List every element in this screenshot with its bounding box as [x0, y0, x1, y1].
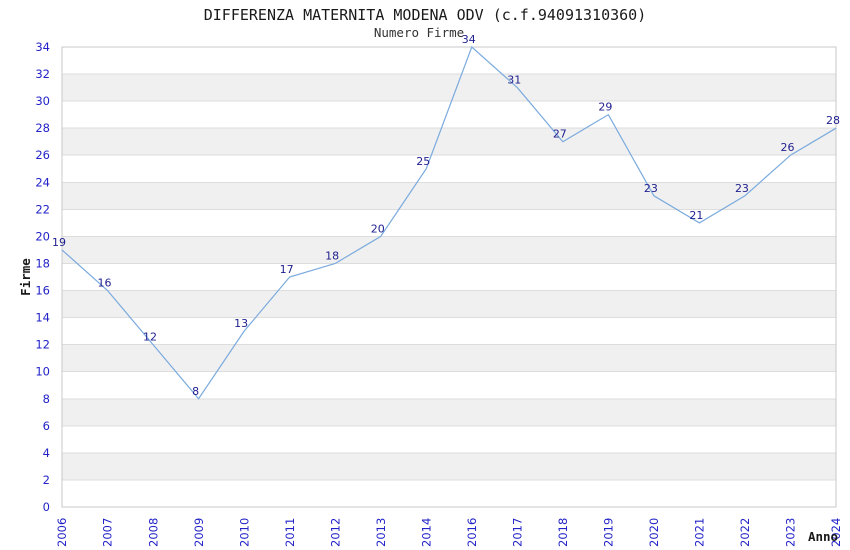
y-tick-label: 18: [35, 256, 50, 270]
stripe-band: [62, 155, 836, 183]
x-tick-label: 2016: [465, 518, 479, 547]
stripe-band: [62, 452, 836, 480]
data-point-label: 27: [553, 128, 567, 141]
data-labels: 19 16 12 8 13 17 18 20 25 34 31 27 29 23 21 23 26 28: [52, 33, 840, 398]
stripe-band: [62, 317, 836, 345]
data-point-label: 17: [280, 263, 294, 276]
y-tick-label: 34: [35, 40, 50, 54]
data-point-label: 23: [735, 182, 749, 195]
y-tick-label: 8: [43, 392, 50, 406]
x-tick-label: 2011: [283, 518, 297, 547]
x-tick-label: 2009: [192, 518, 206, 547]
y-tick-label: 22: [35, 202, 50, 216]
y-tick-label: 28: [35, 121, 50, 135]
stripe-band: [62, 344, 836, 372]
y-tick-label: 30: [35, 94, 50, 108]
stripe-band: [62, 209, 836, 237]
plot-stripes: [62, 47, 836, 507]
data-point-label: 8: [192, 385, 199, 398]
x-tick-labels: 2006 2007 2008 2009 2010 2011 2012 2013 2014 2016…: [55, 518, 843, 547]
data-point-label: 26: [780, 141, 794, 154]
x-tick-label: 2021: [693, 518, 707, 547]
data-point-label: 18: [325, 249, 339, 262]
y-tick-label: 24: [35, 175, 50, 189]
x-tick-label: 2024: [829, 518, 843, 547]
data-series: [61, 45, 837, 400]
y-tick-label: 4: [43, 446, 50, 460]
x-tick-label: 2020: [647, 518, 661, 547]
y-tick-label: 12: [35, 338, 50, 352]
data-point-label: 34: [462, 33, 476, 46]
data-point-label: 12: [143, 331, 157, 344]
data-point-label: 19: [52, 236, 66, 249]
stripe-band: [62, 398, 836, 426]
y-tick-label: 6: [43, 419, 50, 433]
data-point-label: 20: [371, 222, 385, 235]
stripe-band: [62, 47, 836, 75]
data-point-label: 23: [644, 182, 658, 195]
x-tick-label: 2010: [237, 518, 251, 547]
chart-title: DIFFERENZA MATERNITA MODENA ODV (c.f.940…: [204, 6, 647, 24]
x-tick-label: 2012: [328, 518, 342, 547]
y-axis-title: Firme: [18, 258, 33, 296]
series-line: [61, 45, 837, 400]
plot-gridlines: [62, 73, 836, 481]
x-tick-label: 2018: [556, 518, 570, 547]
x-tick-label: 2022: [738, 518, 752, 547]
y-tick-label: 0: [43, 500, 50, 514]
x-tick-label: 2006: [55, 518, 69, 547]
stripe-band: [62, 182, 836, 210]
data-point-label: 21: [689, 209, 703, 222]
data-point-label: 28: [826, 114, 840, 127]
data-point-label: 13: [234, 317, 248, 330]
stripe-band: [62, 371, 836, 399]
stripe-band: [62, 290, 836, 318]
y-tick-label: 26: [35, 148, 50, 162]
data-point-label: 16: [98, 277, 112, 290]
x-tick-label: 2008: [146, 518, 160, 547]
stripe-band: [62, 128, 836, 156]
stripe-band: [62, 263, 836, 291]
stripe-band: [62, 101, 836, 129]
data-point-label: 25: [416, 155, 430, 168]
x-tick-label: 2023: [784, 518, 798, 547]
y-tick-label: 16: [35, 284, 50, 298]
x-tick-label: 2014: [419, 518, 433, 547]
y-tick-label: 2: [43, 473, 50, 487]
stripe-band: [62, 236, 836, 264]
y-tick-label: 10: [35, 365, 50, 379]
data-point-label: 31: [507, 74, 521, 87]
x-axis-title: Anno: [808, 529, 838, 544]
stripe-band: [62, 425, 836, 453]
chart-subtitle: Numero Firme: [374, 25, 464, 40]
y-tick-label: 32: [35, 67, 50, 81]
x-tick-label: 2019: [602, 518, 616, 547]
stripe-band: [62, 74, 836, 102]
y-tick-label: 14: [35, 311, 50, 325]
data-point-label: 29: [598, 101, 612, 114]
plot-frame: [61, 46, 837, 508]
x-tick-label: 2013: [374, 518, 388, 547]
x-tick-label: 2017: [510, 518, 524, 547]
stripe-band: [62, 479, 836, 507]
x-tick-label: 2007: [101, 518, 115, 547]
y-tick-label: 20: [35, 229, 50, 243]
